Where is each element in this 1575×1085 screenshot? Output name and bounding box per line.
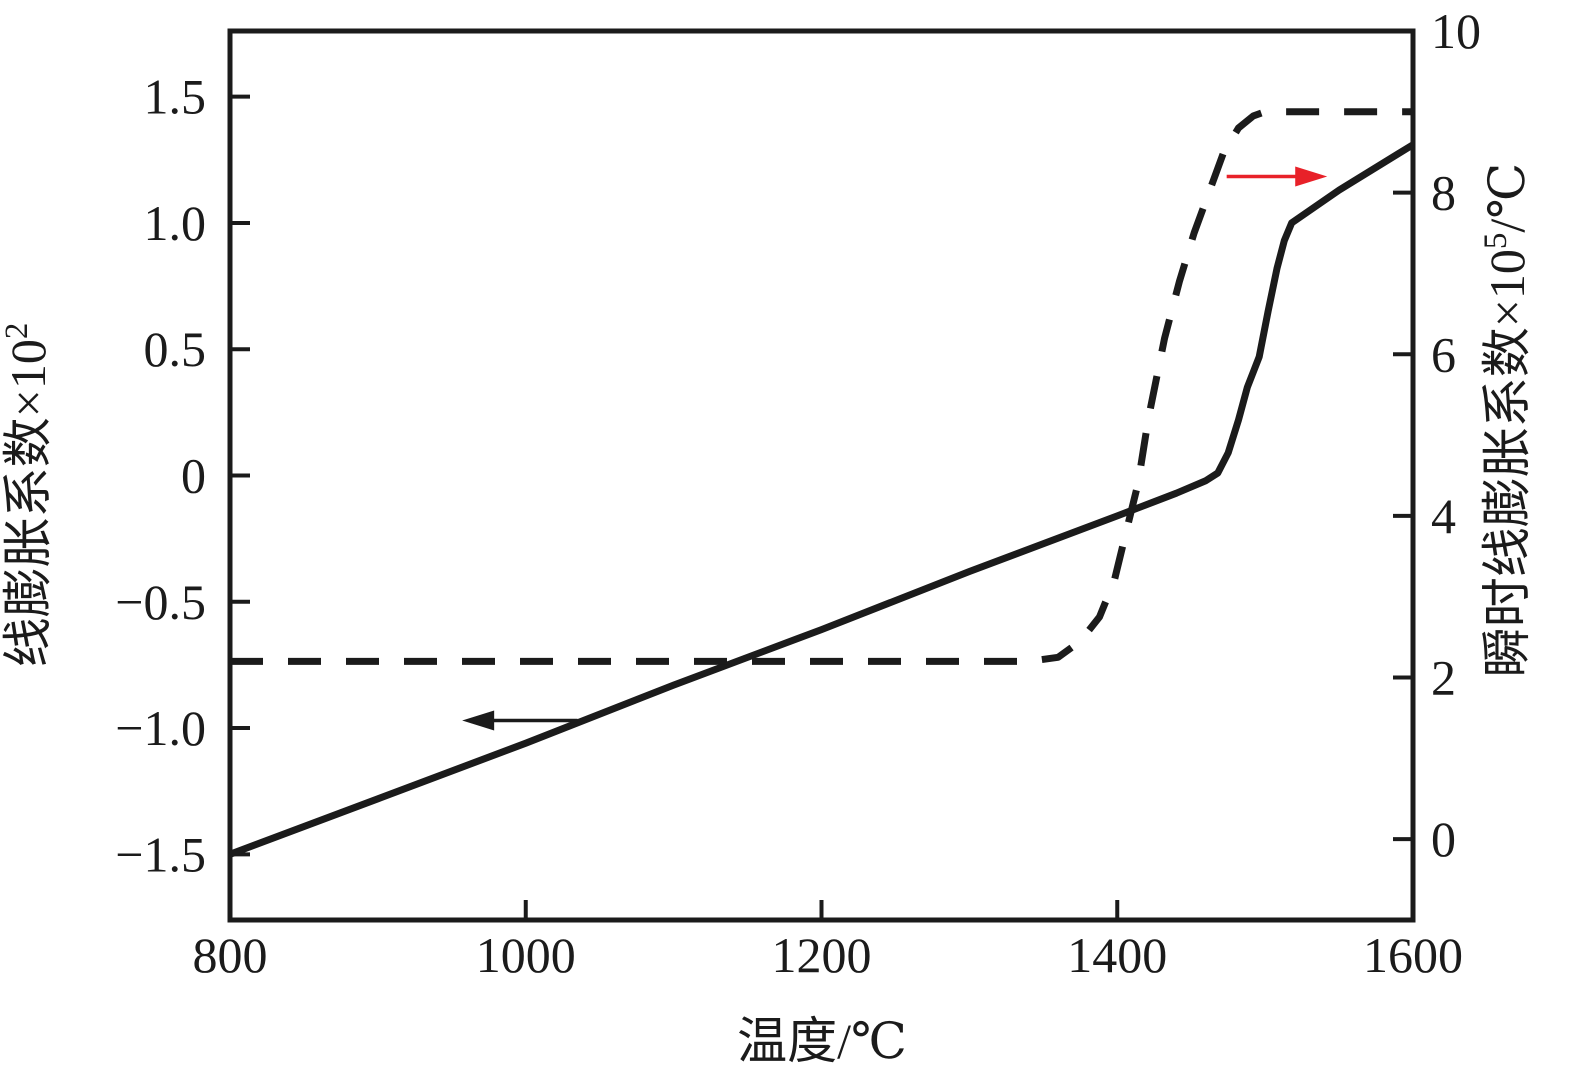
y-right-tick-label: 4: [1431, 488, 1456, 544]
y-left-tick-label: 1.0: [144, 195, 207, 251]
y-left-tick-label: 0.5: [144, 321, 207, 377]
x-axis-title: 温度/℃: [737, 1013, 907, 1069]
y-left-axis-title: 线膨胀系数×102: [0, 323, 56, 668]
dashed-curve: [230, 108, 1413, 665]
y-right-axis-title-base: 瞬时线膨胀系数×10: [1479, 249, 1535, 677]
y-right-axis-title-superscript: 5: [1478, 233, 1514, 250]
y-right-tick-label: 2: [1431, 650, 1456, 706]
right-arrow-head: [1295, 166, 1328, 187]
x-tick-label: 1600: [1363, 927, 1463, 983]
solid-curve: [228, 141, 1415, 858]
y-right-tick-label: 8: [1431, 165, 1456, 221]
y-left-tick-label: −0.5: [115, 574, 206, 630]
y-left-tick-label: −1.5: [115, 826, 206, 882]
y-right-tick-label: 6: [1431, 326, 1456, 382]
left-arrow-head: [462, 710, 495, 731]
y-left-tick-label: 1.5: [144, 69, 207, 125]
x-tick-label: 1400: [1067, 927, 1167, 983]
y-right-tick-label: 0: [1431, 811, 1456, 867]
y-left-tick-label: 0: [181, 448, 206, 504]
y-left-tick-label: −1.0: [115, 700, 206, 756]
x-tick-label: 800: [193, 927, 268, 983]
x-tick-label: 1000: [476, 927, 576, 983]
y-left-axis-title-superscript: 2: [0, 323, 35, 340]
y-right-axis-title-suffix: /℃: [1479, 163, 1535, 233]
x-tick-label: 1200: [772, 927, 872, 983]
y-left-axis-title-base: 线膨胀系数×10: [0, 339, 56, 667]
y-right-tick-label: 10: [1431, 3, 1481, 59]
y-right-axis-title: 瞬时线膨胀系数×105/℃: [1478, 163, 1535, 678]
